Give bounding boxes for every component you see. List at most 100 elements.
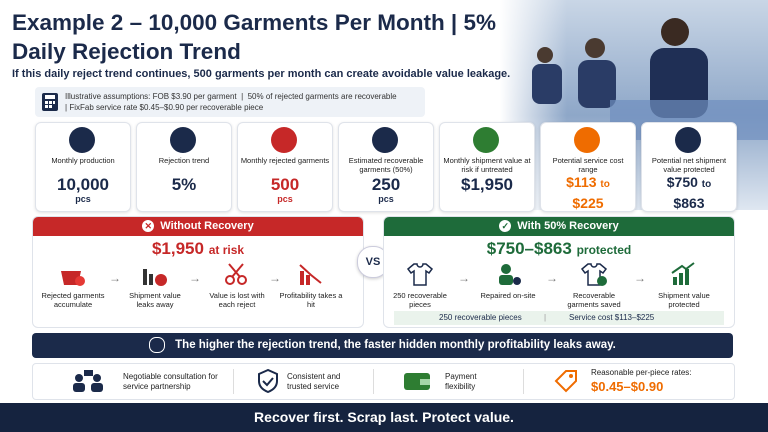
basket-icon xyxy=(61,271,85,286)
kpi-icon xyxy=(473,127,499,153)
assumption: Illustrative assumptions: FOB $3.90 per … xyxy=(65,92,237,101)
subtitle: If this daily reject trend continues, 50… xyxy=(12,68,511,80)
calculator-icon xyxy=(42,93,58,111)
kpi-card: Monthly rejected garments 500 pcs xyxy=(237,122,333,212)
with-title: With 50% Recovery xyxy=(517,220,619,232)
kpi-icon xyxy=(675,127,701,153)
kpi-icon xyxy=(170,127,196,153)
note: Service cost $113–$225 xyxy=(569,313,655,322)
assumption: 50% of rejected garments are recoverable xyxy=(247,92,397,101)
chart-up-icon xyxy=(671,262,695,285)
kpi-icon xyxy=(69,127,95,153)
headline-value: $1,950 xyxy=(151,239,204,258)
tag-icon xyxy=(554,370,577,393)
step-label: Recoverable garments saved xyxy=(567,291,621,309)
kpi-value-low: $750 xyxy=(666,174,698,190)
rates-value: $0.45–$0.90 xyxy=(591,379,664,394)
note: 250 recoverable pieces xyxy=(439,313,522,322)
kpi-label: Monthly shipment value at risk if untrea… xyxy=(443,156,531,174)
shield-icon xyxy=(258,369,278,393)
kpi-connector: to xyxy=(701,179,712,190)
kpi-label: Potential service cost range xyxy=(552,156,624,174)
footer: Recover first. Scrap last. Protect value… xyxy=(0,403,768,432)
arrow: → xyxy=(546,271,558,285)
kpi-card: Potential service cost range $113 to $225 xyxy=(540,122,636,212)
without-panel: ✕ Without Recovery $1,950 at risk → → → R… xyxy=(32,216,364,328)
kpi-value: $1,950 xyxy=(440,176,534,194)
assumptions: Illustrative assumptions: FOB $3.90 per … xyxy=(35,87,425,117)
trend-down-icon xyxy=(299,264,322,285)
kpi-label: Monthly production xyxy=(51,156,115,165)
step-label: Rejected garments accumulate xyxy=(41,291,105,309)
scissors-icon xyxy=(225,263,247,285)
worker-icon xyxy=(499,264,521,285)
arrow: → xyxy=(634,271,646,285)
kpi-value: 5% xyxy=(137,176,231,194)
kpi-label: Potential net shipment value protected xyxy=(651,156,727,174)
wallet-icon xyxy=(404,373,430,390)
kpi-value-low: $113 xyxy=(566,174,597,190)
step-label: 250 recoverable pieces xyxy=(393,291,447,309)
headline-suffix: protected xyxy=(576,243,632,257)
kpi-value-text: 5% xyxy=(171,175,197,194)
kpi-icon xyxy=(372,127,398,153)
step-label: Shipment value protected xyxy=(658,291,710,309)
banner-text: The higher the rejection trend, the fast… xyxy=(175,339,616,351)
feature: Consistent and trusted service xyxy=(287,372,341,391)
arrow: → xyxy=(189,271,201,285)
features: Negotiable consultation for service part… xyxy=(32,363,735,400)
rates-label: Reasonable per-piece rates: xyxy=(591,368,692,377)
kpi-value-text: $1,950 xyxy=(461,175,513,194)
kpi-unit: pcs xyxy=(378,194,394,204)
assumption: FixFab service rate $0.45–$0.90 per reco… xyxy=(69,103,264,112)
kpi-icon xyxy=(574,127,600,153)
kpi-card: Estimated recoverable garments (50%) 250 p… xyxy=(338,122,434,212)
kpi-connector: to xyxy=(600,179,610,190)
step-label: Repaired on-site xyxy=(480,291,536,300)
chart-down-icon xyxy=(143,269,167,286)
kpi-unit: pcs xyxy=(75,194,91,204)
step-label: Value is lost with each reject xyxy=(209,291,265,309)
meeting-icon xyxy=(73,370,103,392)
kpi-card: Monthly production 10,000 pcs xyxy=(35,122,131,212)
with-notes: 250 recoverable pieces | Service cost $1… xyxy=(394,311,724,325)
kpi-label: Monthly rejected garments xyxy=(240,156,330,165)
kpi-card: Rejection trend 5% xyxy=(136,122,232,212)
kpi-value: $750 to $863 xyxy=(642,173,736,212)
with-panel: ✓ With 50% Recovery $750–$863 protected →… xyxy=(383,216,735,328)
divider xyxy=(523,369,524,394)
kpi-value-high: $863 xyxy=(673,195,705,211)
kpi-card: Monthly shipment value at risk if untrea… xyxy=(439,122,535,212)
feature: Negotiable consultation for service part… xyxy=(123,372,218,391)
divider: | xyxy=(544,313,547,322)
kpi-icon xyxy=(271,127,297,153)
with-headline: $750–$863 protected xyxy=(384,239,734,259)
kpi-value: 250 xyxy=(339,176,433,194)
kpi-label: Rejection trend xyxy=(158,156,210,165)
divider xyxy=(373,369,374,394)
without-header: ✕ Without Recovery xyxy=(33,217,363,236)
without-title: Without Recovery xyxy=(160,220,254,232)
kpi-value: 10,000 xyxy=(36,176,130,194)
step-label: Profitability takes a hit xyxy=(279,291,343,309)
step-label: Shipment value leaks away xyxy=(129,291,181,309)
with-header: ✓ With 50% Recovery xyxy=(384,217,734,236)
kpi-value: $113 to $225 xyxy=(541,173,635,212)
kpi-value-text: 10,000 xyxy=(57,175,109,194)
without-headline: $1,950 at risk xyxy=(33,239,363,259)
kpi-value: 500 xyxy=(238,176,332,194)
arrow: → xyxy=(269,271,281,285)
banner: The higher the rejection trend, the fast… xyxy=(32,333,733,358)
arrow: → xyxy=(109,271,121,285)
headline-suffix: at risk xyxy=(208,243,245,257)
kpi-unit: pcs xyxy=(277,194,293,204)
shirt-icon xyxy=(406,263,434,286)
arrow: → xyxy=(458,271,470,285)
headline-value: $750–$863 xyxy=(486,239,572,258)
feature: Payment flexibility xyxy=(445,372,477,391)
kpi-value-high: $225 xyxy=(572,195,604,211)
kpi-card: Potential net shipment value protected $7… xyxy=(641,122,737,212)
shirt-check-icon xyxy=(580,263,608,286)
kpi-value-text: 500 xyxy=(270,175,300,194)
